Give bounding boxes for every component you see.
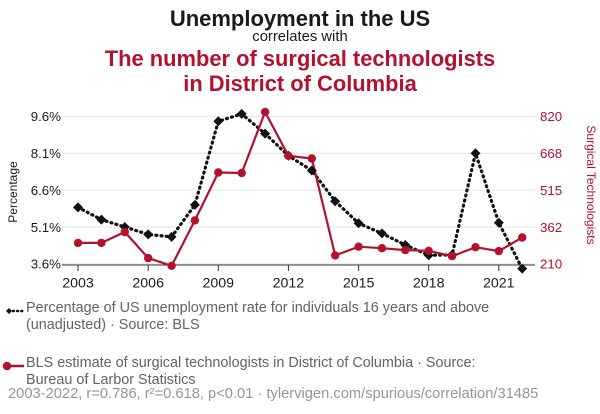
svg-text:3.6%: 3.6% [31,257,61,272]
svg-text:820: 820 [540,109,562,124]
svg-text:668: 668 [540,146,562,161]
svg-text:2021: 2021 [483,276,515,292]
svg-text:6.6%: 6.6% [31,183,61,198]
svg-text:2015: 2015 [343,276,375,292]
svg-text:9.6%: 9.6% [31,109,61,124]
svg-text:515: 515 [540,183,562,198]
svg-text:5.1%: 5.1% [31,220,61,235]
svg-text:8.1%: 8.1% [31,146,61,161]
svg-text:2003: 2003 [62,276,94,292]
svg-text:2018: 2018 [413,276,445,292]
svg-text:2006: 2006 [132,276,164,292]
svg-text:2012: 2012 [273,276,305,292]
svg-text:362: 362 [540,220,562,235]
svg-text:210: 210 [540,257,562,272]
svg-text:2009: 2009 [203,276,235,292]
